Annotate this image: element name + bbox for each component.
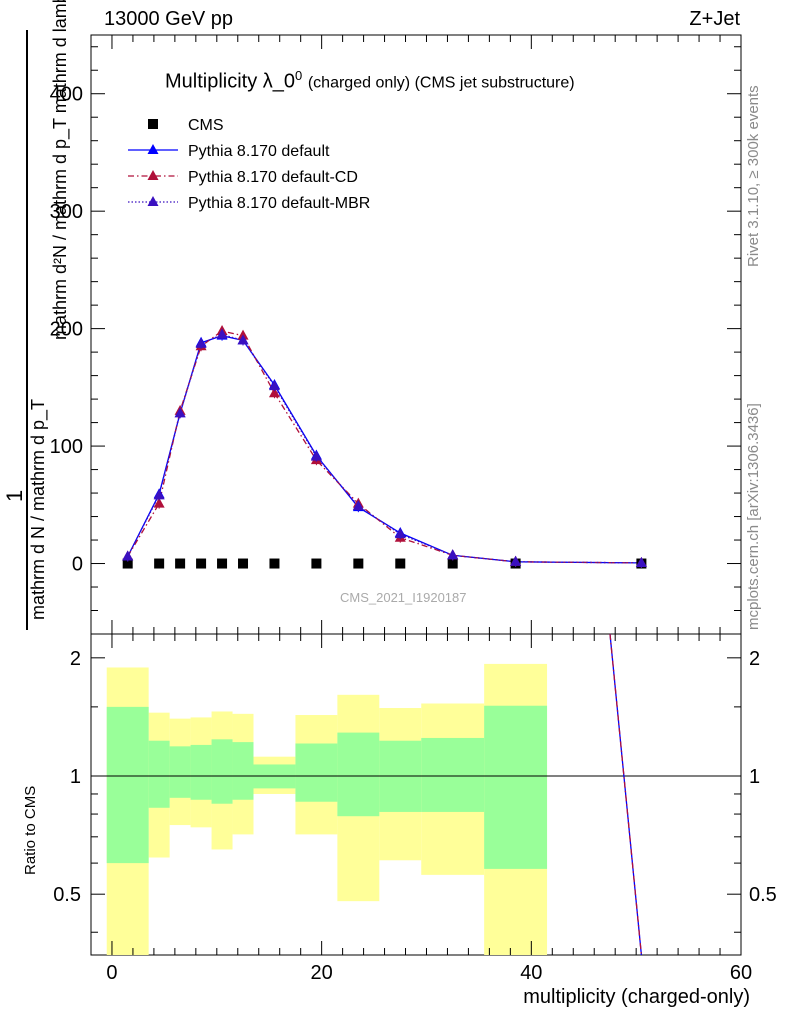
energy-label: 13000 GeV pp xyxy=(104,8,233,30)
mc-point-3 xyxy=(394,528,406,539)
ratio-y-tick-label-right: 0.5 xyxy=(749,884,777,906)
ratio-y-tick-label-right: 2 xyxy=(749,648,760,670)
ratio-band-green xyxy=(106,706,149,864)
mc-point-2 xyxy=(268,387,280,398)
series-line-1 xyxy=(127,335,642,564)
mc-point-2 xyxy=(153,497,165,508)
y-axis-label-numerator: 1 xyxy=(2,489,27,502)
cms-data-point xyxy=(395,558,406,569)
x-tick-label: 0 xyxy=(106,962,117,984)
series-line-2 xyxy=(127,330,642,564)
ratio-y-tick-label: 1 xyxy=(70,766,81,788)
chart-subtitle: (charged only) (CMS jet substructure) xyxy=(307,74,575,92)
cms-data-point xyxy=(238,558,249,569)
x-tick-label: 20 xyxy=(311,962,333,984)
mc-point-3 xyxy=(122,550,134,561)
legend-marker-1 xyxy=(147,144,159,154)
mc-point-3 xyxy=(510,555,522,566)
ratio-band-green xyxy=(211,739,233,804)
legend-label: Pythia 8.170 default xyxy=(188,143,330,160)
rivet-label: Rivet 3.1.10, ≥ 300k events xyxy=(745,85,762,267)
cms-data-point xyxy=(353,558,364,569)
ratio-band-green xyxy=(421,737,485,812)
legend-marker-3 xyxy=(147,196,159,206)
ratio-mc-line-default xyxy=(609,633,643,956)
chart-title: Multiplicity λ_00 (charged only) (CMS je… xyxy=(165,68,575,94)
cms-data-point xyxy=(311,558,322,569)
ratio-band-green xyxy=(295,743,338,802)
cms-data-point xyxy=(269,558,280,569)
y-tick-label: 100 xyxy=(50,436,83,458)
ratio-plot-axes: 0.5 0.51 12 20 20 40 60 xyxy=(53,634,777,984)
y-tick-label: 0 xyxy=(72,554,83,576)
cms-data-point xyxy=(196,558,207,569)
legend: CMS Pythia 8.170 default Pythia 8.170 defa… xyxy=(128,117,370,212)
ratio-uncertainty-bands xyxy=(106,663,548,955)
chart-title-superscript: 0 xyxy=(295,68,303,83)
ratio-y-axis-label: Ratio to CMS xyxy=(22,785,39,875)
cms-data-point xyxy=(217,558,228,569)
main-plot-series xyxy=(122,324,647,569)
legend-label: Pythia 8.170 default-MBR xyxy=(188,195,370,212)
ratio-band-green xyxy=(190,744,212,800)
x-axis-label: multiplicity (charged-only) xyxy=(523,986,750,1008)
ratio-y-tick-label-right: 1 xyxy=(749,766,760,788)
y-axis-label-fraction-bar xyxy=(26,30,28,630)
mc-point-3 xyxy=(174,407,186,418)
cms-data-point xyxy=(154,558,165,569)
mcplots-label: mcplots.cern.ch [arXiv:1306.3436] xyxy=(745,403,762,630)
chart-title-main: Multiplicity λ_0 xyxy=(165,70,296,93)
mc-point-3 xyxy=(195,337,207,348)
ratio-band-green xyxy=(484,705,548,869)
ratio-band-green xyxy=(337,732,380,817)
mc-point-3 xyxy=(268,380,280,391)
y-tick-label: 200 xyxy=(50,319,83,341)
ratio-band-green xyxy=(232,742,254,800)
mc-point-3 xyxy=(237,334,249,345)
legend-marker-cms xyxy=(148,119,158,129)
y-tick-label: 400 xyxy=(50,84,83,106)
ratio-plot-border xyxy=(90,633,742,956)
ratio-band-green xyxy=(169,746,191,798)
watermark: CMS_2021_I1920187 xyxy=(340,590,467,605)
mc-point-3 xyxy=(310,450,322,461)
x-tick-label: 40 xyxy=(520,962,542,984)
x-tick-label: 60 xyxy=(730,962,752,984)
ratio-band-green xyxy=(148,740,170,808)
mc-point-3 xyxy=(153,489,165,500)
main-plot-frame xyxy=(90,34,742,956)
y-axis-label-density: mathrm d²N / mathrm d p_T mathrm d lambd… xyxy=(50,0,70,340)
legend-label: CMS xyxy=(188,117,224,134)
cms-data-point xyxy=(447,558,458,569)
process-label: Z+Jet xyxy=(689,8,740,30)
mc-point-3 xyxy=(635,556,647,567)
mc-point-3 xyxy=(352,499,364,510)
legend-label: Pythia 8.170 default-CD xyxy=(188,169,358,186)
mc-point-3 xyxy=(216,328,228,339)
cms-data-point xyxy=(122,558,133,569)
y-tick-label: 300 xyxy=(50,201,83,223)
cms-data-point xyxy=(175,558,186,569)
legend-marker-2 xyxy=(147,170,159,180)
ratio-y-tick-label: 0.5 xyxy=(53,884,81,906)
ratio-lines xyxy=(91,633,741,956)
main-plot-axes: 0 100 200 300 400 xyxy=(50,35,742,635)
ratio-y-tick-label: 2 xyxy=(70,648,81,670)
y-axis-label-denominator: mathrm d N / mathrm d p_T xyxy=(28,398,48,620)
series-line-3 xyxy=(127,333,642,564)
mc-point-3 xyxy=(447,549,459,560)
